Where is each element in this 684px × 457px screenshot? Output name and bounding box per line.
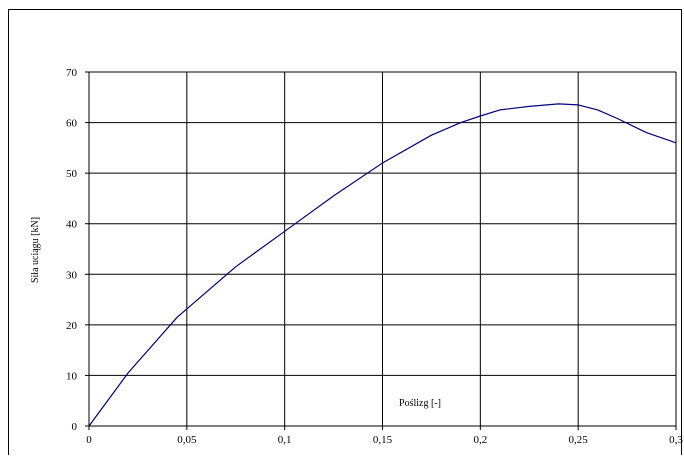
chart-frame xyxy=(8,9,682,455)
axes xyxy=(85,71,677,430)
x-tick-label: 0,1 xyxy=(278,434,292,446)
x-tick-label: 0 xyxy=(86,434,92,446)
y-tick-labels: 0 10 20 30 40 50 60 70 xyxy=(66,67,78,433)
y-tick-label: 20 xyxy=(66,320,78,332)
x-tick-label: 0,05 xyxy=(177,434,197,446)
y-tick-label: 40 xyxy=(66,219,78,231)
series-group xyxy=(88,103,677,427)
y-tick-label: 0 xyxy=(72,421,78,433)
y-tick-label: 60 xyxy=(66,118,78,130)
x-tick-label: 0,25 xyxy=(569,434,589,446)
grid-lines xyxy=(88,71,677,427)
x-tick-label: 0,3 xyxy=(669,434,683,446)
y-tick-label: 10 xyxy=(66,370,78,382)
x-axis-label: Poślizg [-] xyxy=(399,398,441,409)
y-tick-label: 70 xyxy=(66,67,78,79)
y-axis-label: Siła uciągu [kN] xyxy=(30,217,41,283)
series-line xyxy=(88,103,677,427)
y-tick-label: 30 xyxy=(66,269,78,281)
y-tick-label: 50 xyxy=(66,168,78,180)
x-tick-labels: 0 0,05 0,1 0,15 0,2 0,25 0,3 xyxy=(86,434,683,446)
x-tick-label: 0,2 xyxy=(473,434,487,446)
x-tick-label: 0,15 xyxy=(373,434,393,446)
